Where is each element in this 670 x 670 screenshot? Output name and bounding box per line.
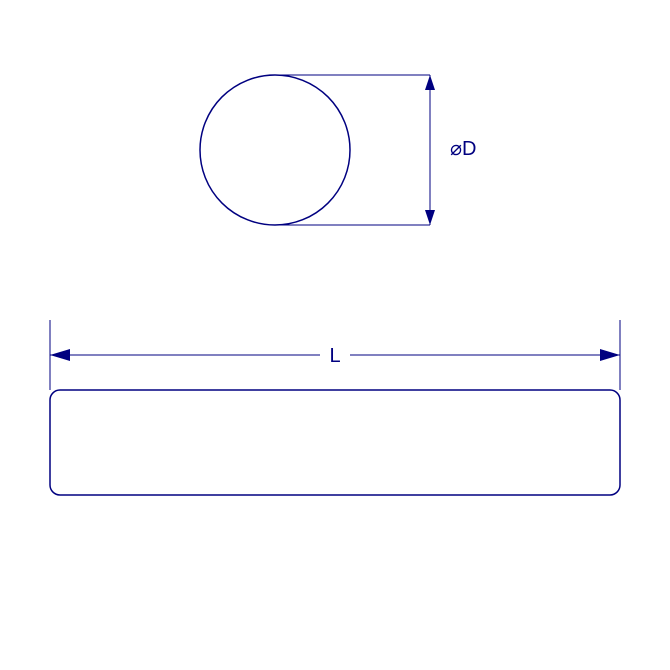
diameter-label: ⌀D xyxy=(450,138,476,160)
length-label: L xyxy=(329,345,340,367)
technical-drawing-rod: ⌀D L xyxy=(0,0,670,670)
